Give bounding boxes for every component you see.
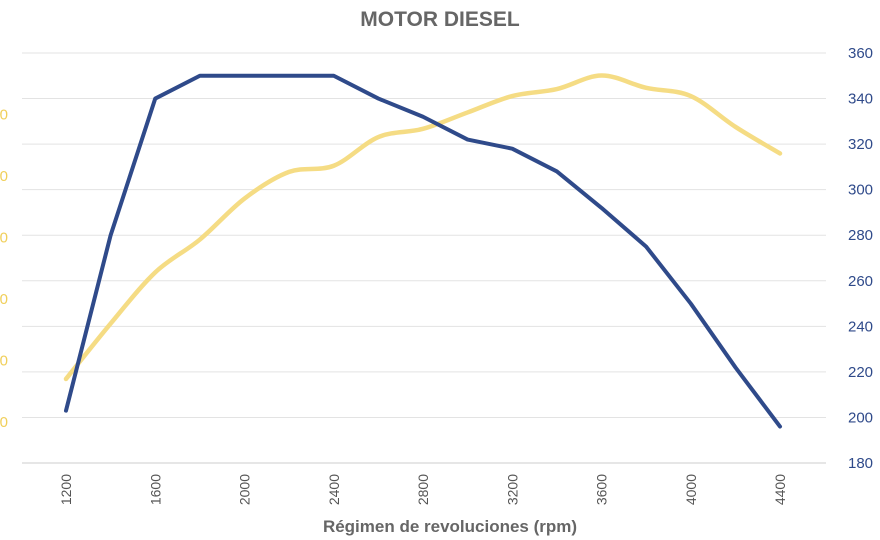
x-tick-label: 4000 [683,474,699,505]
left-tick-label: 0 [0,353,8,370]
right-tick-label: 320 [848,136,873,153]
x-tick-label: 4400 [772,474,788,505]
gridlines [22,52,826,464]
left-tick-label: 0 [0,107,8,124]
x-tick-label: 2800 [415,474,431,505]
left-tick-label: 0 [0,414,8,431]
x-axis-label: Régimen de revoluciones (rpm) [323,517,577,536]
series-line-yellow [63,73,783,382]
right-tick-label: 200 [848,409,873,426]
right-tick-label: 360 [848,45,873,62]
x-tick-label: 1200 [58,474,74,505]
right-tick-label: 220 [848,364,873,381]
right-tick-label: 300 [848,182,873,199]
left-tick-label: 0 [0,230,8,247]
chart-title: MOTOR DIESEL [360,8,520,31]
right-tick-label: 340 [848,91,873,108]
x-tick-label: 2000 [237,474,253,505]
x-tick-label: 3200 [504,474,520,505]
right-tick-label: 180 [848,455,873,472]
left-tick-label: 0 [0,168,8,185]
right-tick-label: 260 [848,273,873,290]
left-tick-label: 0 [0,291,8,308]
x-tick-label: 2400 [326,474,342,505]
right-axis-ticks: 180 200 220 240 260 280 300 320 340 360 [848,45,873,472]
left-axis-ticks: 0 0 0 0 0 0 [0,107,8,432]
x-tick-label: 3600 [594,474,610,505]
series-line-blue [64,73,782,429]
x-tick-label: 1600 [147,474,163,505]
right-tick-label: 240 [848,318,873,335]
x-axis-ticks: 1200 1600 2000 2400 2800 3200 3600 4000 4400 [58,474,788,505]
right-tick-label: 280 [848,227,873,244]
series-lines [63,73,783,429]
